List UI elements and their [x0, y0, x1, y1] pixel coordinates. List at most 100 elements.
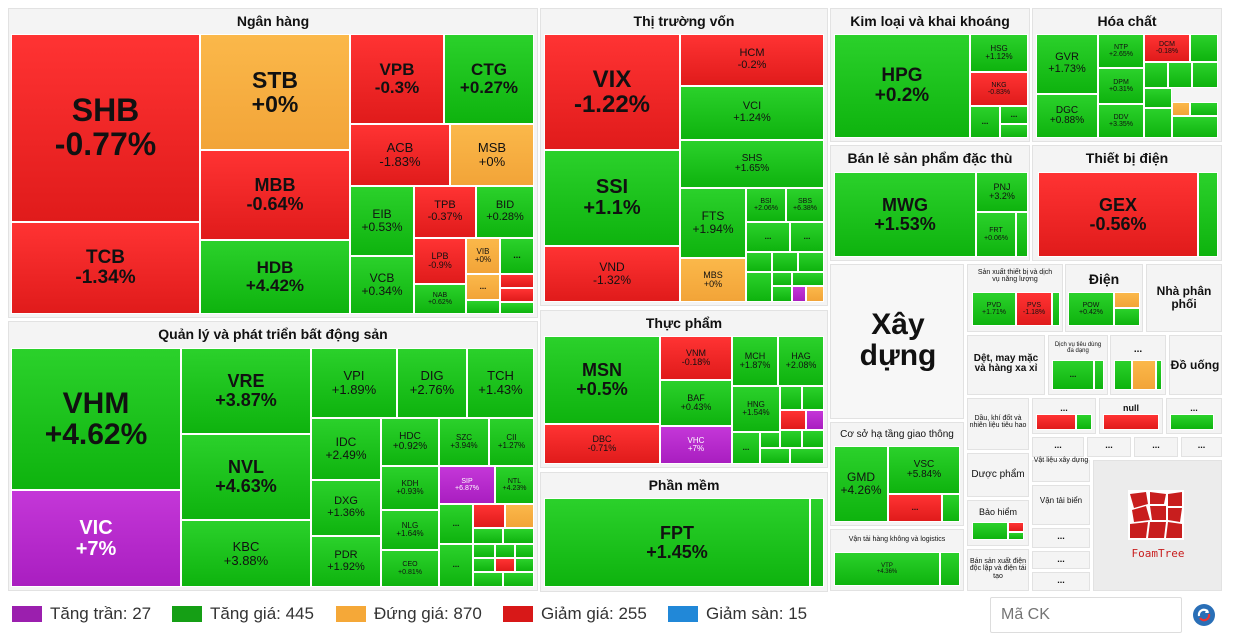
tile-MCH[interactable]: MCH +1.87% [732, 336, 778, 386]
tile-VHC[interactable]: VHC +7% [660, 426, 732, 464]
tile-small[interactable] [473, 558, 495, 572]
tile-CEO[interactable]: CEO +0.81% [381, 550, 439, 587]
tile-small[interactable] [760, 448, 790, 464]
tile-small[interactable] [1144, 108, 1172, 138]
tile-small[interactable] [1172, 116, 1218, 138]
tile-NTL[interactable]: NTL +4.23% [495, 466, 534, 504]
tile-small[interactable] [780, 386, 802, 410]
tile-small[interactable] [500, 288, 534, 302]
tile-small[interactable] [1132, 360, 1156, 390]
tile-small[interactable] [1052, 292, 1060, 326]
tile-SSI[interactable]: SSI +1.1% [544, 150, 680, 246]
tile-small[interactable] [802, 386, 824, 410]
tile-HCM[interactable]: HCM -0.2% [680, 34, 824, 86]
tile-MWG[interactable]: MWG +1.53% [834, 172, 976, 257]
tile-SHB[interactable]: SHB -0.77% [11, 34, 200, 222]
tile-DGC[interactable]: DGC +0.88% [1036, 94, 1098, 138]
tile-KBC[interactable]: KBC +3.88% [181, 520, 311, 587]
tile-small[interactable] [505, 504, 534, 528]
tile-more[interactable]: ... [466, 274, 500, 300]
stock-code-input[interactable] [990, 597, 1182, 633]
tile-HDB[interactable]: HDB +4.42% [200, 240, 350, 314]
tile-small[interactable] [495, 558, 515, 572]
tile-GMD[interactable]: GMD +4.26% [834, 446, 888, 522]
tile-VSC[interactable]: VSC +5.84% [888, 446, 960, 494]
tile-small[interactable] [473, 544, 495, 558]
tile-small[interactable] [1190, 102, 1218, 116]
tile-more[interactable]: ... [970, 106, 1000, 138]
tile-small[interactable] [792, 286, 806, 302]
tile-VIB[interactable]: VIB +0% [466, 238, 500, 274]
tile-small[interactable] [1114, 292, 1140, 308]
tile-small[interactable] [780, 430, 802, 448]
tile-PDR[interactable]: PDR +1.92% [311, 536, 381, 587]
tile-small[interactable] [1156, 360, 1162, 390]
tile-small[interactable] [760, 432, 780, 448]
tile-small[interactable] [515, 544, 534, 558]
tile-small[interactable] [473, 504, 505, 528]
tile-NVL[interactable]: NVL +4.63% [181, 434, 311, 520]
tile-DCM[interactable]: DCM -0.18% [1144, 34, 1190, 62]
tile-VND[interactable]: VND -1.32% [544, 246, 680, 302]
tile-STB[interactable]: STB +0% [200, 34, 350, 150]
tile-TPB[interactable]: TPB -0.37% [414, 186, 476, 238]
tile-more[interactable]: ... [500, 238, 534, 274]
tile-NAB[interactable]: NAB +0.62% [414, 284, 466, 314]
tile-PVS[interactable]: PVS -1.18% [1016, 292, 1052, 326]
tile-small[interactable] [746, 252, 772, 272]
tile-small[interactable] [515, 558, 534, 572]
tile-HPG[interactable]: HPG +0.2% [834, 34, 970, 138]
tile-DBC[interactable]: DBC -0.71% [544, 424, 660, 464]
tile-small[interactable] [1170, 414, 1214, 430]
tile-small[interactable] [503, 528, 534, 544]
tile-MBS[interactable]: MBS +0% [680, 258, 746, 302]
tile-GVR[interactable]: GVR +1.73% [1036, 34, 1098, 94]
tile-small[interactable] [1008, 522, 1024, 532]
tile-small[interactable] [1192, 62, 1218, 88]
tile-small[interactable] [1094, 360, 1104, 390]
tile-small[interactable] [780, 410, 806, 430]
tile-small[interactable] [1144, 88, 1172, 108]
tile-VPI[interactable]: VPI +1.89% [311, 348, 397, 418]
tile-more[interactable]: ... [790, 222, 824, 252]
tile-TCB[interactable]: TCB -1.34% [11, 222, 200, 314]
tile-small[interactable] [972, 522, 1008, 540]
tile-NTP[interactable]: NTP +2.65% [1098, 34, 1144, 68]
tile-more[interactable]: ... [1052, 360, 1094, 390]
tile-VCI[interactable]: VCI +1.24% [680, 86, 824, 140]
tile-small[interactable] [473, 572, 503, 587]
tile-small[interactable] [772, 252, 798, 272]
tile-small[interactable] [810, 498, 824, 587]
tile-VCB[interactable]: VCB +0.34% [350, 256, 414, 314]
tile-small[interactable] [1144, 62, 1168, 88]
tile-GEX[interactable]: GEX -0.56% [1038, 172, 1198, 257]
tile-small[interactable] [1036, 414, 1076, 430]
tile-IDC[interactable]: IDC +2.49% [311, 418, 381, 480]
tile-HSG[interactable]: HSG +1.12% [970, 34, 1028, 72]
tile-DDV[interactable]: DDV +3.35% [1098, 104, 1144, 138]
tile-VNM[interactable]: VNM -0.18% [660, 336, 732, 380]
tile-small[interactable] [473, 528, 503, 544]
tile-small[interactable] [790, 448, 824, 464]
tile-BID[interactable]: BID +0.28% [476, 186, 534, 238]
tile-CTG[interactable]: CTG +0.27% [444, 34, 534, 124]
tile-SBS[interactable]: SBS +6.38% [786, 188, 824, 222]
tile-more[interactable]: ... [746, 222, 790, 252]
tile-small[interactable] [802, 430, 824, 448]
tile-VHM[interactable]: VHM +4.62% [11, 348, 181, 490]
tile-small[interactable] [942, 494, 960, 522]
tile-small[interactable] [1114, 360, 1132, 390]
tile-MSB[interactable]: MSB +0% [450, 124, 534, 186]
tile-small[interactable] [1076, 414, 1092, 430]
tile-PNJ[interactable]: PNJ +3.2% [976, 172, 1028, 212]
tile-VIX[interactable]: VIX -1.22% [544, 34, 680, 150]
tile-small[interactable] [798, 252, 824, 272]
tile-small[interactable] [1016, 212, 1028, 257]
tile-HAG[interactable]: HAG +2.08% [778, 336, 824, 386]
tile-small[interactable] [940, 552, 960, 586]
tile-FPT[interactable]: FPT +1.45% [544, 498, 810, 587]
tile-VTP[interactable]: VTP +4.36% [834, 552, 940, 586]
tile-EIB[interactable]: EIB +0.53% [350, 186, 414, 256]
tile-LPB[interactable]: LPB -0.9% [414, 238, 466, 284]
tile-small[interactable] [503, 572, 534, 587]
